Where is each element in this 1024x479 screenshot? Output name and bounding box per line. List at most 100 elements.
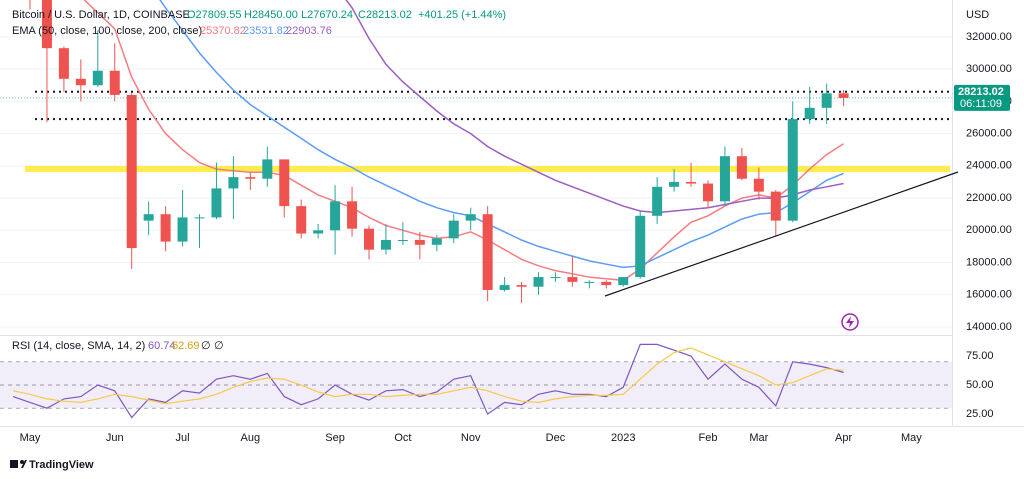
candle-body — [364, 228, 374, 250]
x-tick-label: Jun — [106, 432, 124, 444]
candle-body — [330, 201, 341, 231]
y-tick-label: 18000.00 — [966, 256, 1012, 268]
candle-body — [160, 214, 171, 242]
price-tag — [954, 84, 1010, 111]
candle-body — [601, 281, 612, 286]
x-tick-label: Dec — [546, 432, 566, 444]
ema100-value: 23531.82 — [243, 25, 289, 37]
y-tick-label: 30000.00 — [966, 63, 1012, 75]
symbol: Bitcoin / U.S. Dollar, 1D, COINBASE — [12, 9, 190, 21]
x-tick-label: Nov — [461, 432, 481, 444]
logo: TradingView — [10, 459, 94, 471]
rsi-line — [12, 347, 844, 405]
candle-body — [262, 159, 273, 179]
candle-body — [465, 214, 476, 221]
ema-line — [159, 0, 844, 269]
candle-body — [499, 285, 510, 290]
candle-body — [804, 107, 815, 120]
brand: TradingView — [29, 459, 94, 471]
candle-body — [770, 191, 781, 221]
candle-body — [431, 238, 442, 245]
candle-body — [618, 277, 629, 286]
candle-body — [669, 181, 680, 187]
ema50-value: 25370.82 — [200, 25, 246, 37]
x-tick-label: Aug — [241, 432, 261, 444]
ohlc-close: C28213.02 — [358, 9, 412, 21]
ohlc-high: H28450.00 — [244, 9, 298, 21]
candle-body — [635, 215, 646, 278]
candle-body — [533, 277, 544, 287]
rsi-tick-label: 75.00 — [966, 350, 994, 362]
candle-body — [567, 277, 578, 282]
candle-body — [397, 239, 408, 241]
candle-body — [787, 119, 798, 221]
candle-body — [279, 159, 290, 207]
x-tick-label: Jul — [176, 432, 190, 444]
ohlc-open: O27809.55 — [187, 9, 241, 21]
candle-body — [516, 285, 527, 287]
candle-body — [686, 181, 697, 184]
candle-body — [211, 188, 222, 218]
y-tick-label: 32000.00 — [966, 31, 1012, 43]
y-tick-label: 20000.00 — [966, 224, 1012, 236]
candle-body — [652, 186, 663, 216]
ohlc-low: L27670.24 — [301, 9, 353, 21]
rsi-pane — [0, 343, 952, 419]
candle-body — [347, 201, 358, 229]
y-tick-label: 24000.00 — [966, 160, 1012, 172]
y-tick-label: 26000.00 — [966, 128, 1012, 140]
candle-body — [109, 70, 120, 95]
candle-body — [194, 217, 205, 219]
candle-body — [821, 93, 832, 108]
support-zone — [25, 166, 950, 173]
candle-body — [753, 178, 764, 192]
rsi-extra: ∅ — [201, 340, 211, 352]
x-tick-label: Mar — [749, 432, 768, 444]
price-pane — [0, 0, 952, 328]
candle-body — [380, 239, 391, 250]
rsi-tick-label: 25.00 — [966, 408, 994, 420]
rsi-label: RSI (14, close, SMA, 14, 2) — [12, 340, 145, 352]
candle-body — [703, 183, 713, 202]
ema-line — [345, 0, 844, 214]
ema-label: EMA (50, close, 100, close, 200, close) — [12, 25, 202, 37]
x-tick-label: Sep — [325, 432, 345, 444]
candle-body — [228, 177, 239, 189]
event-icon[interactable] — [841, 313, 859, 331]
candle-body — [75, 78, 86, 86]
countdown: 06:11:09 — [960, 98, 1002, 110]
event-icon-bolt — [846, 316, 854, 328]
ema200-value: 22903.76 — [286, 25, 332, 37]
candle-body — [126, 94, 137, 249]
candle-body — [41, 0, 52, 49]
candle-body — [550, 277, 561, 279]
candle-body — [313, 230, 324, 234]
trendline — [604, 171, 959, 297]
x-tick-label: May — [901, 432, 922, 444]
y-tick-label: 16000.00 — [966, 289, 1012, 301]
rsi-sma-value: 62.69 — [172, 340, 200, 352]
currency: USD — [966, 9, 989, 21]
candle-body — [177, 217, 188, 242]
axes: 14000.00 16000.00 18000.00 20000.00 22000.00… — [20, 31, 1012, 444]
logo-mark — [21, 460, 27, 468]
rsi-extra: ∅ — [214, 340, 224, 352]
rsi-tick-label: 50.00 — [966, 379, 994, 391]
x-tick-label: Feb — [699, 432, 718, 444]
candle-body — [584, 281, 595, 283]
x-tick-label: Oct — [394, 432, 411, 444]
y-tick-label: 14000.00 — [966, 321, 1012, 333]
rsi-value: 60.74 — [148, 340, 176, 352]
candle-body — [92, 70, 103, 86]
logo-mark — [10, 460, 18, 468]
candle-body — [719, 156, 730, 202]
x-tick-label: Apr — [835, 432, 852, 444]
x-tick-label: 2023 — [611, 432, 635, 444]
candle-body — [414, 239, 425, 245]
logo-mark — [20, 460, 24, 464]
candle-body — [58, 48, 69, 79]
candle-body — [245, 177, 256, 179]
candle-body — [143, 214, 154, 221]
y-tick-label: 22000.00 — [966, 192, 1012, 204]
